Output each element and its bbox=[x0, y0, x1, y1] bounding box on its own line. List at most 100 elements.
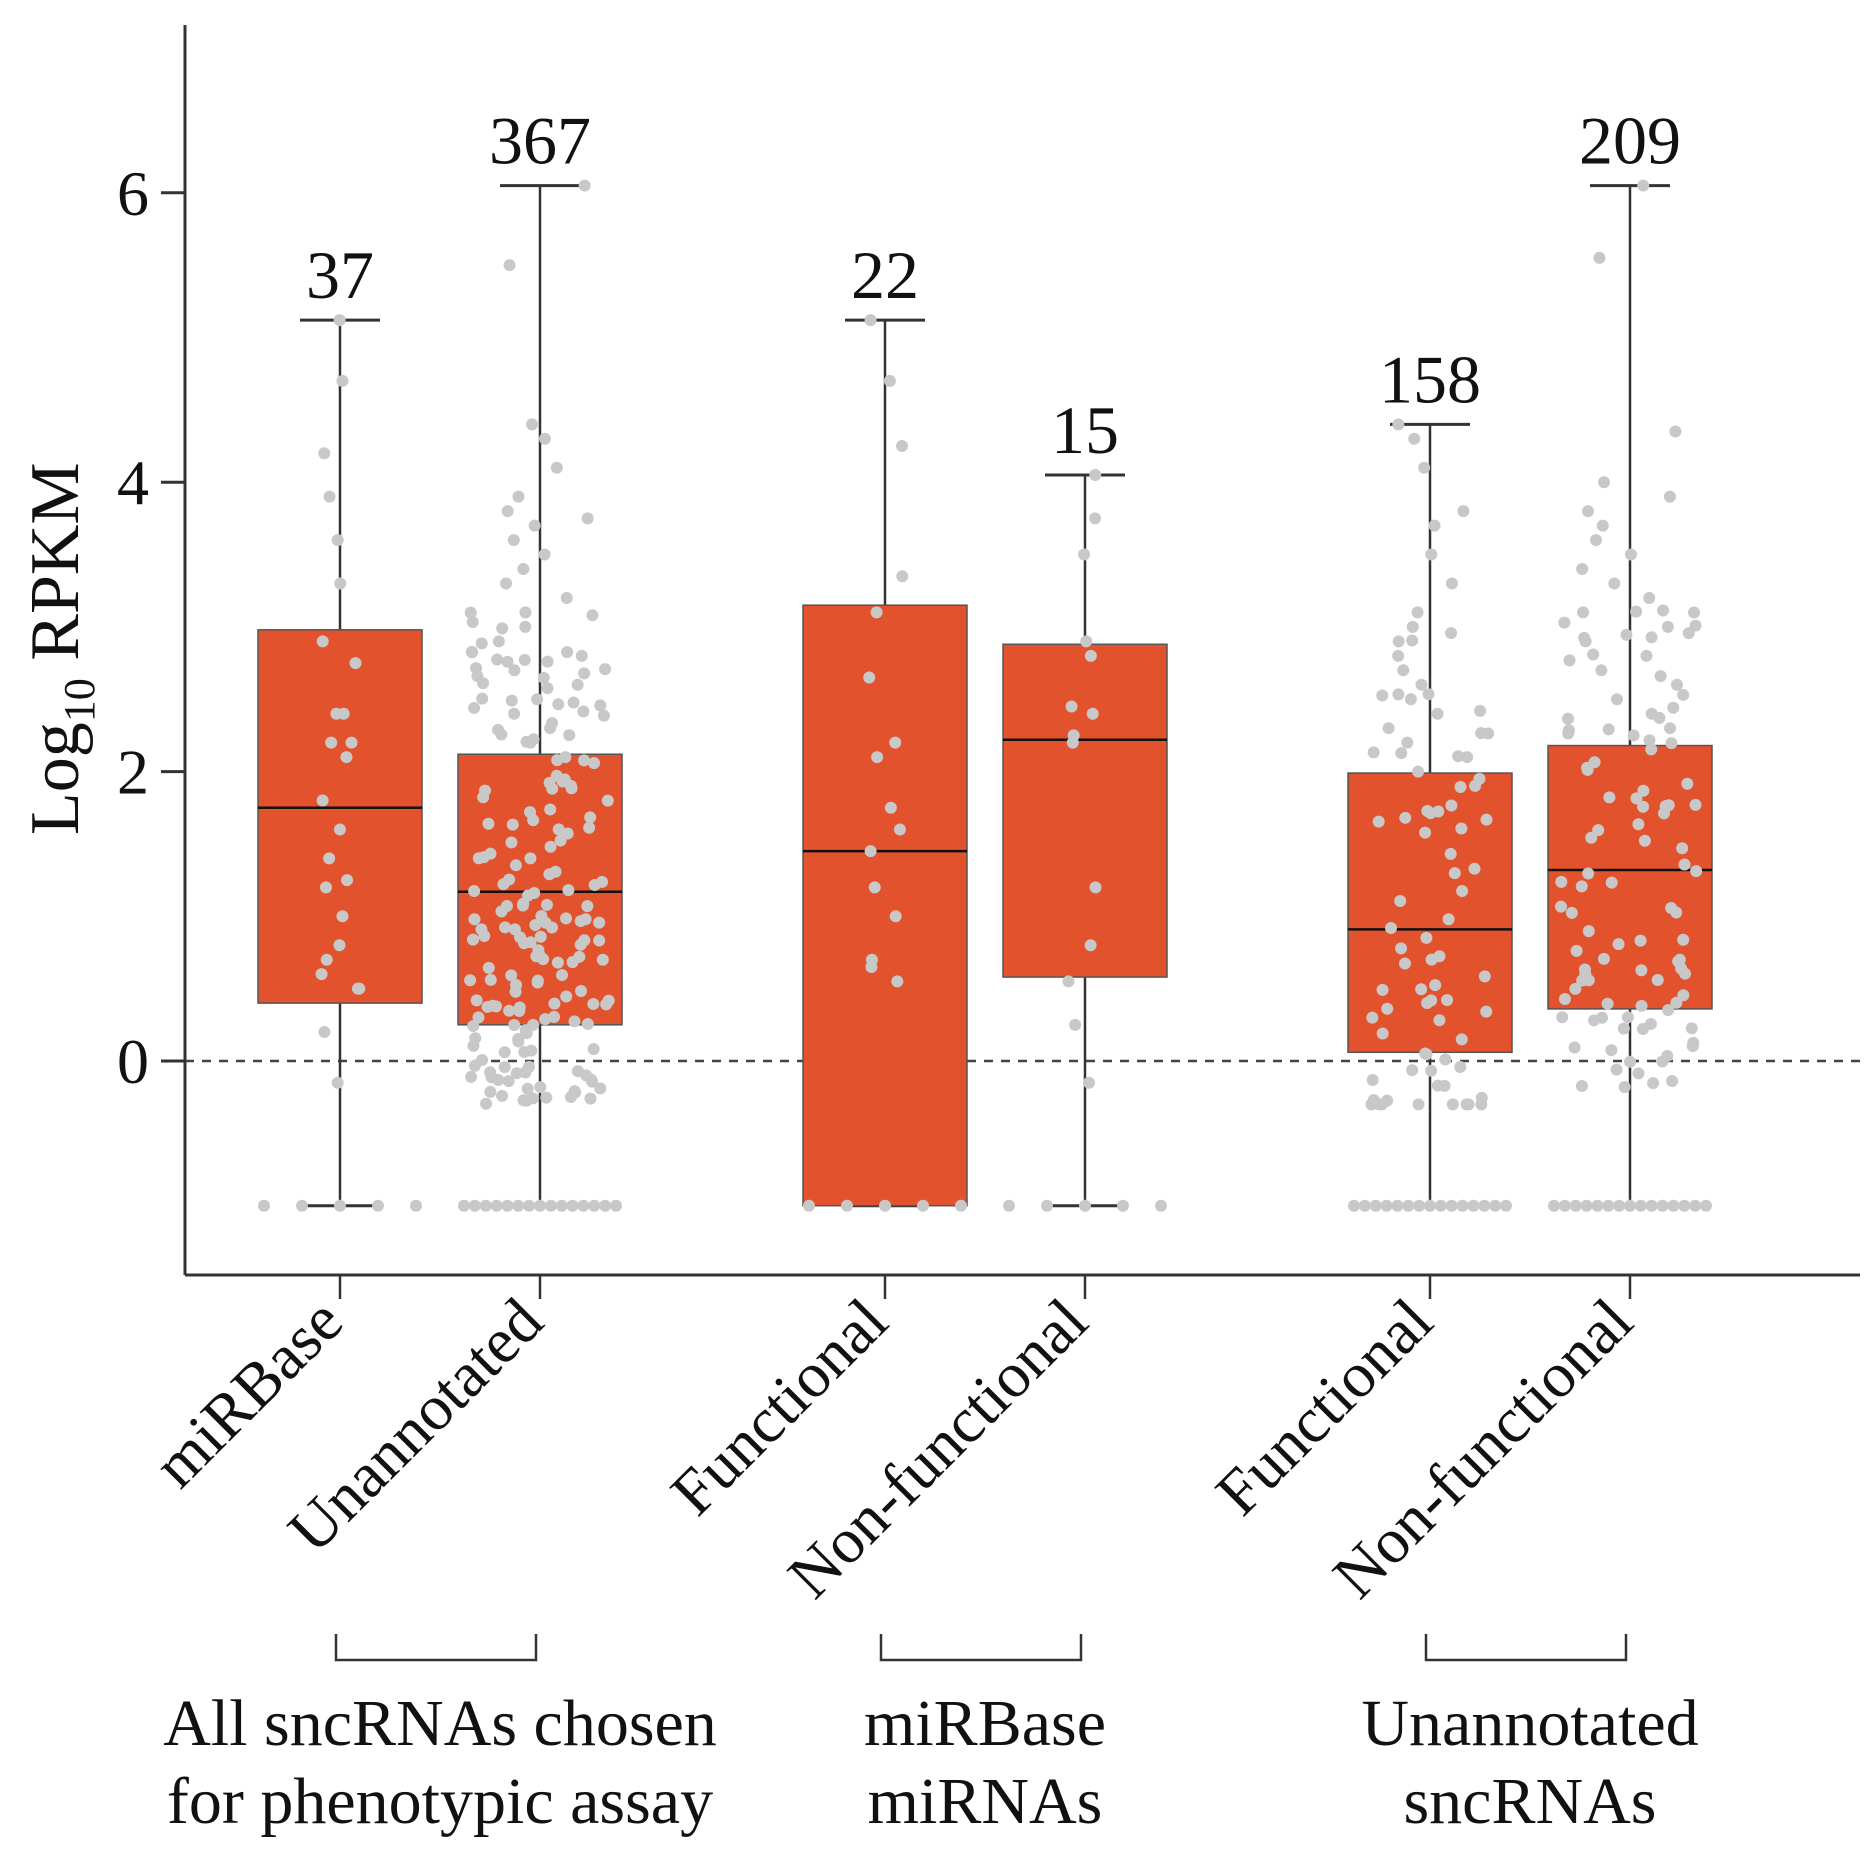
data-point bbox=[600, 998, 613, 1011]
data-point bbox=[1568, 1041, 1581, 1054]
data-point bbox=[575, 649, 588, 662]
data-point bbox=[1612, 938, 1625, 951]
data-point bbox=[1425, 1064, 1438, 1077]
data-point bbox=[484, 847, 497, 860]
data-point bbox=[1482, 727, 1495, 740]
data-point-floor bbox=[566, 1199, 579, 1212]
data-point-floor bbox=[1489, 1199, 1502, 1212]
data-point bbox=[340, 751, 353, 764]
data-point bbox=[1418, 461, 1431, 474]
data-point bbox=[509, 859, 522, 872]
data-point bbox=[884, 801, 897, 814]
data-point-floor bbox=[1380, 1199, 1393, 1212]
data-point bbox=[1661, 620, 1674, 633]
data-point bbox=[345, 736, 358, 749]
data-point bbox=[466, 646, 479, 659]
data-point bbox=[1637, 784, 1650, 797]
data-point bbox=[1657, 604, 1670, 617]
data-point bbox=[601, 794, 614, 807]
data-point bbox=[349, 657, 362, 670]
data-point bbox=[550, 769, 563, 782]
data-point-floor bbox=[1041, 1199, 1053, 1212]
data-point bbox=[513, 1005, 526, 1018]
data-point bbox=[567, 696, 580, 709]
data-point bbox=[333, 823, 346, 836]
data-point bbox=[1376, 1027, 1389, 1040]
data-point bbox=[518, 937, 531, 950]
group-bracket-line bbox=[879, 1634, 1083, 1662]
data-point bbox=[565, 782, 578, 795]
data-point bbox=[556, 969, 569, 982]
data-point-floor bbox=[258, 1199, 270, 1212]
data-point bbox=[870, 606, 883, 619]
data-point bbox=[1608, 577, 1621, 590]
data-point bbox=[561, 646, 574, 659]
group-label: miRNAs bbox=[868, 1765, 1103, 1838]
data-point bbox=[1578, 631, 1591, 644]
data-point bbox=[564, 1090, 577, 1103]
data-point bbox=[1667, 701, 1680, 714]
data-point bbox=[1428, 519, 1441, 532]
data-point bbox=[467, 1019, 480, 1032]
data-point bbox=[323, 852, 336, 865]
data-point bbox=[594, 699, 607, 712]
data-point bbox=[1645, 631, 1658, 644]
data-point bbox=[333, 939, 346, 952]
data-point bbox=[320, 953, 333, 966]
data-point bbox=[596, 953, 609, 966]
group-label: Unannotated bbox=[1361, 1687, 1698, 1760]
data-point bbox=[1084, 939, 1097, 952]
data-point bbox=[1662, 1004, 1675, 1017]
data-point-floor bbox=[1369, 1199, 1382, 1212]
data-point bbox=[520, 1094, 533, 1107]
data-point bbox=[498, 1046, 511, 1059]
axes bbox=[161, 25, 1860, 1662]
data-point-floor bbox=[599, 1199, 612, 1212]
data-point bbox=[1653, 711, 1666, 724]
box-series-0 bbox=[257, 318, 423, 1208]
data-point bbox=[560, 912, 573, 925]
data-point bbox=[1412, 765, 1425, 778]
data-point bbox=[571, 678, 584, 691]
points-series-0 bbox=[258, 314, 422, 1212]
data-point bbox=[465, 1070, 478, 1083]
data-point bbox=[1474, 704, 1487, 717]
data-point bbox=[1630, 792, 1643, 805]
data-point bbox=[518, 653, 531, 666]
y-axis-label: Log10 RPKM bbox=[17, 462, 104, 835]
data-point bbox=[1419, 826, 1432, 839]
data-point-floor bbox=[1155, 1199, 1167, 1212]
data-point bbox=[470, 662, 483, 675]
data-point bbox=[1062, 975, 1075, 988]
data-point-floor bbox=[841, 1199, 853, 1212]
data-point bbox=[1433, 1014, 1446, 1027]
data-point bbox=[501, 655, 514, 668]
data-point bbox=[597, 709, 610, 722]
data-point bbox=[1558, 616, 1571, 629]
data-point bbox=[1627, 729, 1640, 742]
data-point bbox=[577, 705, 590, 718]
data-point bbox=[538, 432, 551, 445]
data-point bbox=[508, 923, 521, 936]
data-point-floor bbox=[1645, 1199, 1658, 1212]
data-point-floor bbox=[1445, 1199, 1458, 1212]
data-point bbox=[1654, 670, 1667, 683]
data-point bbox=[498, 1061, 511, 1074]
data-point bbox=[500, 577, 513, 590]
data-point bbox=[883, 374, 896, 387]
data-point bbox=[1376, 983, 1389, 996]
data-point bbox=[521, 1082, 534, 1095]
data-point bbox=[1621, 1011, 1634, 1024]
data-point bbox=[1404, 693, 1417, 706]
data-point bbox=[482, 961, 495, 974]
data-point bbox=[599, 663, 612, 676]
data-point bbox=[534, 1081, 547, 1094]
data-point-floor bbox=[1079, 1199, 1091, 1212]
data-point bbox=[1425, 953, 1438, 966]
data-point bbox=[510, 1067, 523, 1080]
data-point bbox=[1670, 906, 1683, 919]
data-point bbox=[492, 723, 505, 736]
data-point bbox=[1665, 737, 1678, 750]
data-point bbox=[1455, 822, 1468, 835]
